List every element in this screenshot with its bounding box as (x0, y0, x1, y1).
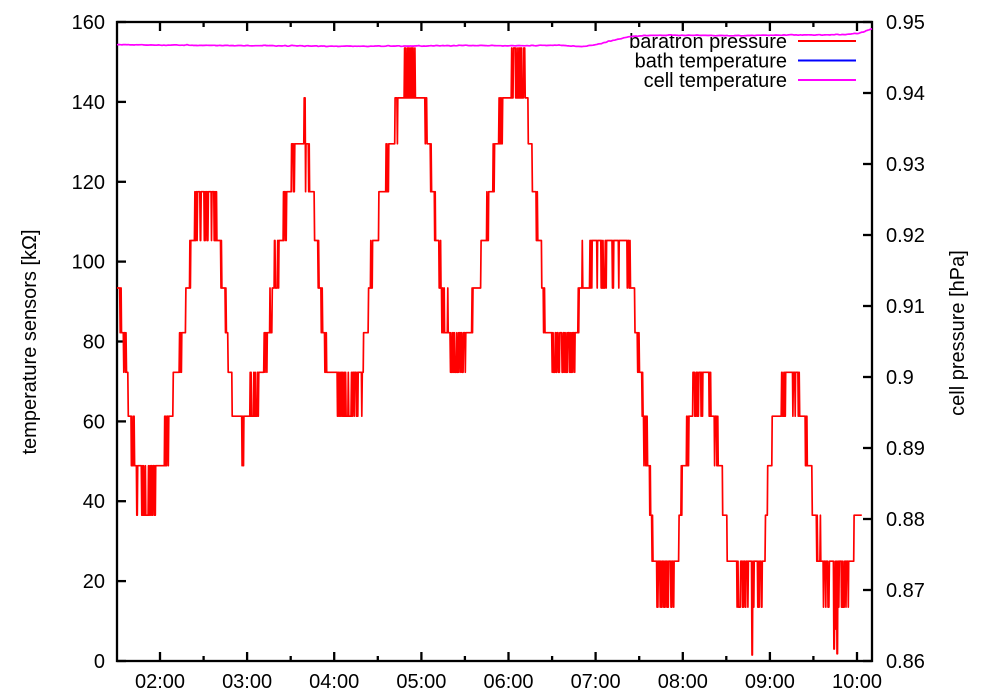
svg-text:0.92: 0.92 (886, 225, 925, 247)
svg-text:40: 40 (83, 491, 105, 513)
svg-text:07:00: 07:00 (571, 671, 621, 693)
svg-text:06:00: 06:00 (483, 671, 533, 693)
svg-text:0.94: 0.94 (886, 83, 925, 105)
svg-text:cell pressure [hPa]: cell pressure [hPa] (947, 250, 969, 416)
svg-text:08:00: 08:00 (658, 671, 708, 693)
svg-text:temperature sensors [kΩ]: temperature sensors [kΩ] (19, 229, 41, 454)
svg-text:0.88: 0.88 (886, 509, 925, 531)
svg-text:80: 80 (83, 332, 105, 354)
svg-text:04:00: 04:00 (309, 671, 359, 693)
svg-text:140: 140 (72, 92, 105, 114)
svg-text:02:00: 02:00 (135, 671, 185, 693)
svg-text:0.93: 0.93 (886, 154, 925, 176)
svg-text:160: 160 (72, 12, 105, 34)
svg-text:0.9: 0.9 (886, 367, 914, 389)
svg-text:09:00: 09:00 (745, 671, 795, 693)
svg-text:0: 0 (94, 651, 105, 673)
svg-text:baratron pressure: baratron pressure (629, 31, 787, 53)
svg-text:120: 120 (72, 172, 105, 194)
svg-text:10:00: 10:00 (832, 671, 882, 693)
svg-text:cell temperature: cell temperature (644, 70, 787, 92)
svg-text:0.91: 0.91 (886, 296, 925, 318)
svg-text:0.86: 0.86 (886, 651, 925, 673)
svg-text:bath temperature: bath temperature (635, 51, 787, 73)
svg-text:60: 60 (83, 411, 105, 433)
svg-text:05:00: 05:00 (396, 671, 446, 693)
svg-text:0.89: 0.89 (886, 438, 925, 460)
svg-text:20: 20 (83, 571, 105, 593)
svg-text:0.87: 0.87 (886, 580, 925, 602)
svg-text:100: 100 (72, 252, 105, 274)
svg-text:0.95: 0.95 (886, 12, 925, 34)
svg-text:03:00: 03:00 (222, 671, 272, 693)
